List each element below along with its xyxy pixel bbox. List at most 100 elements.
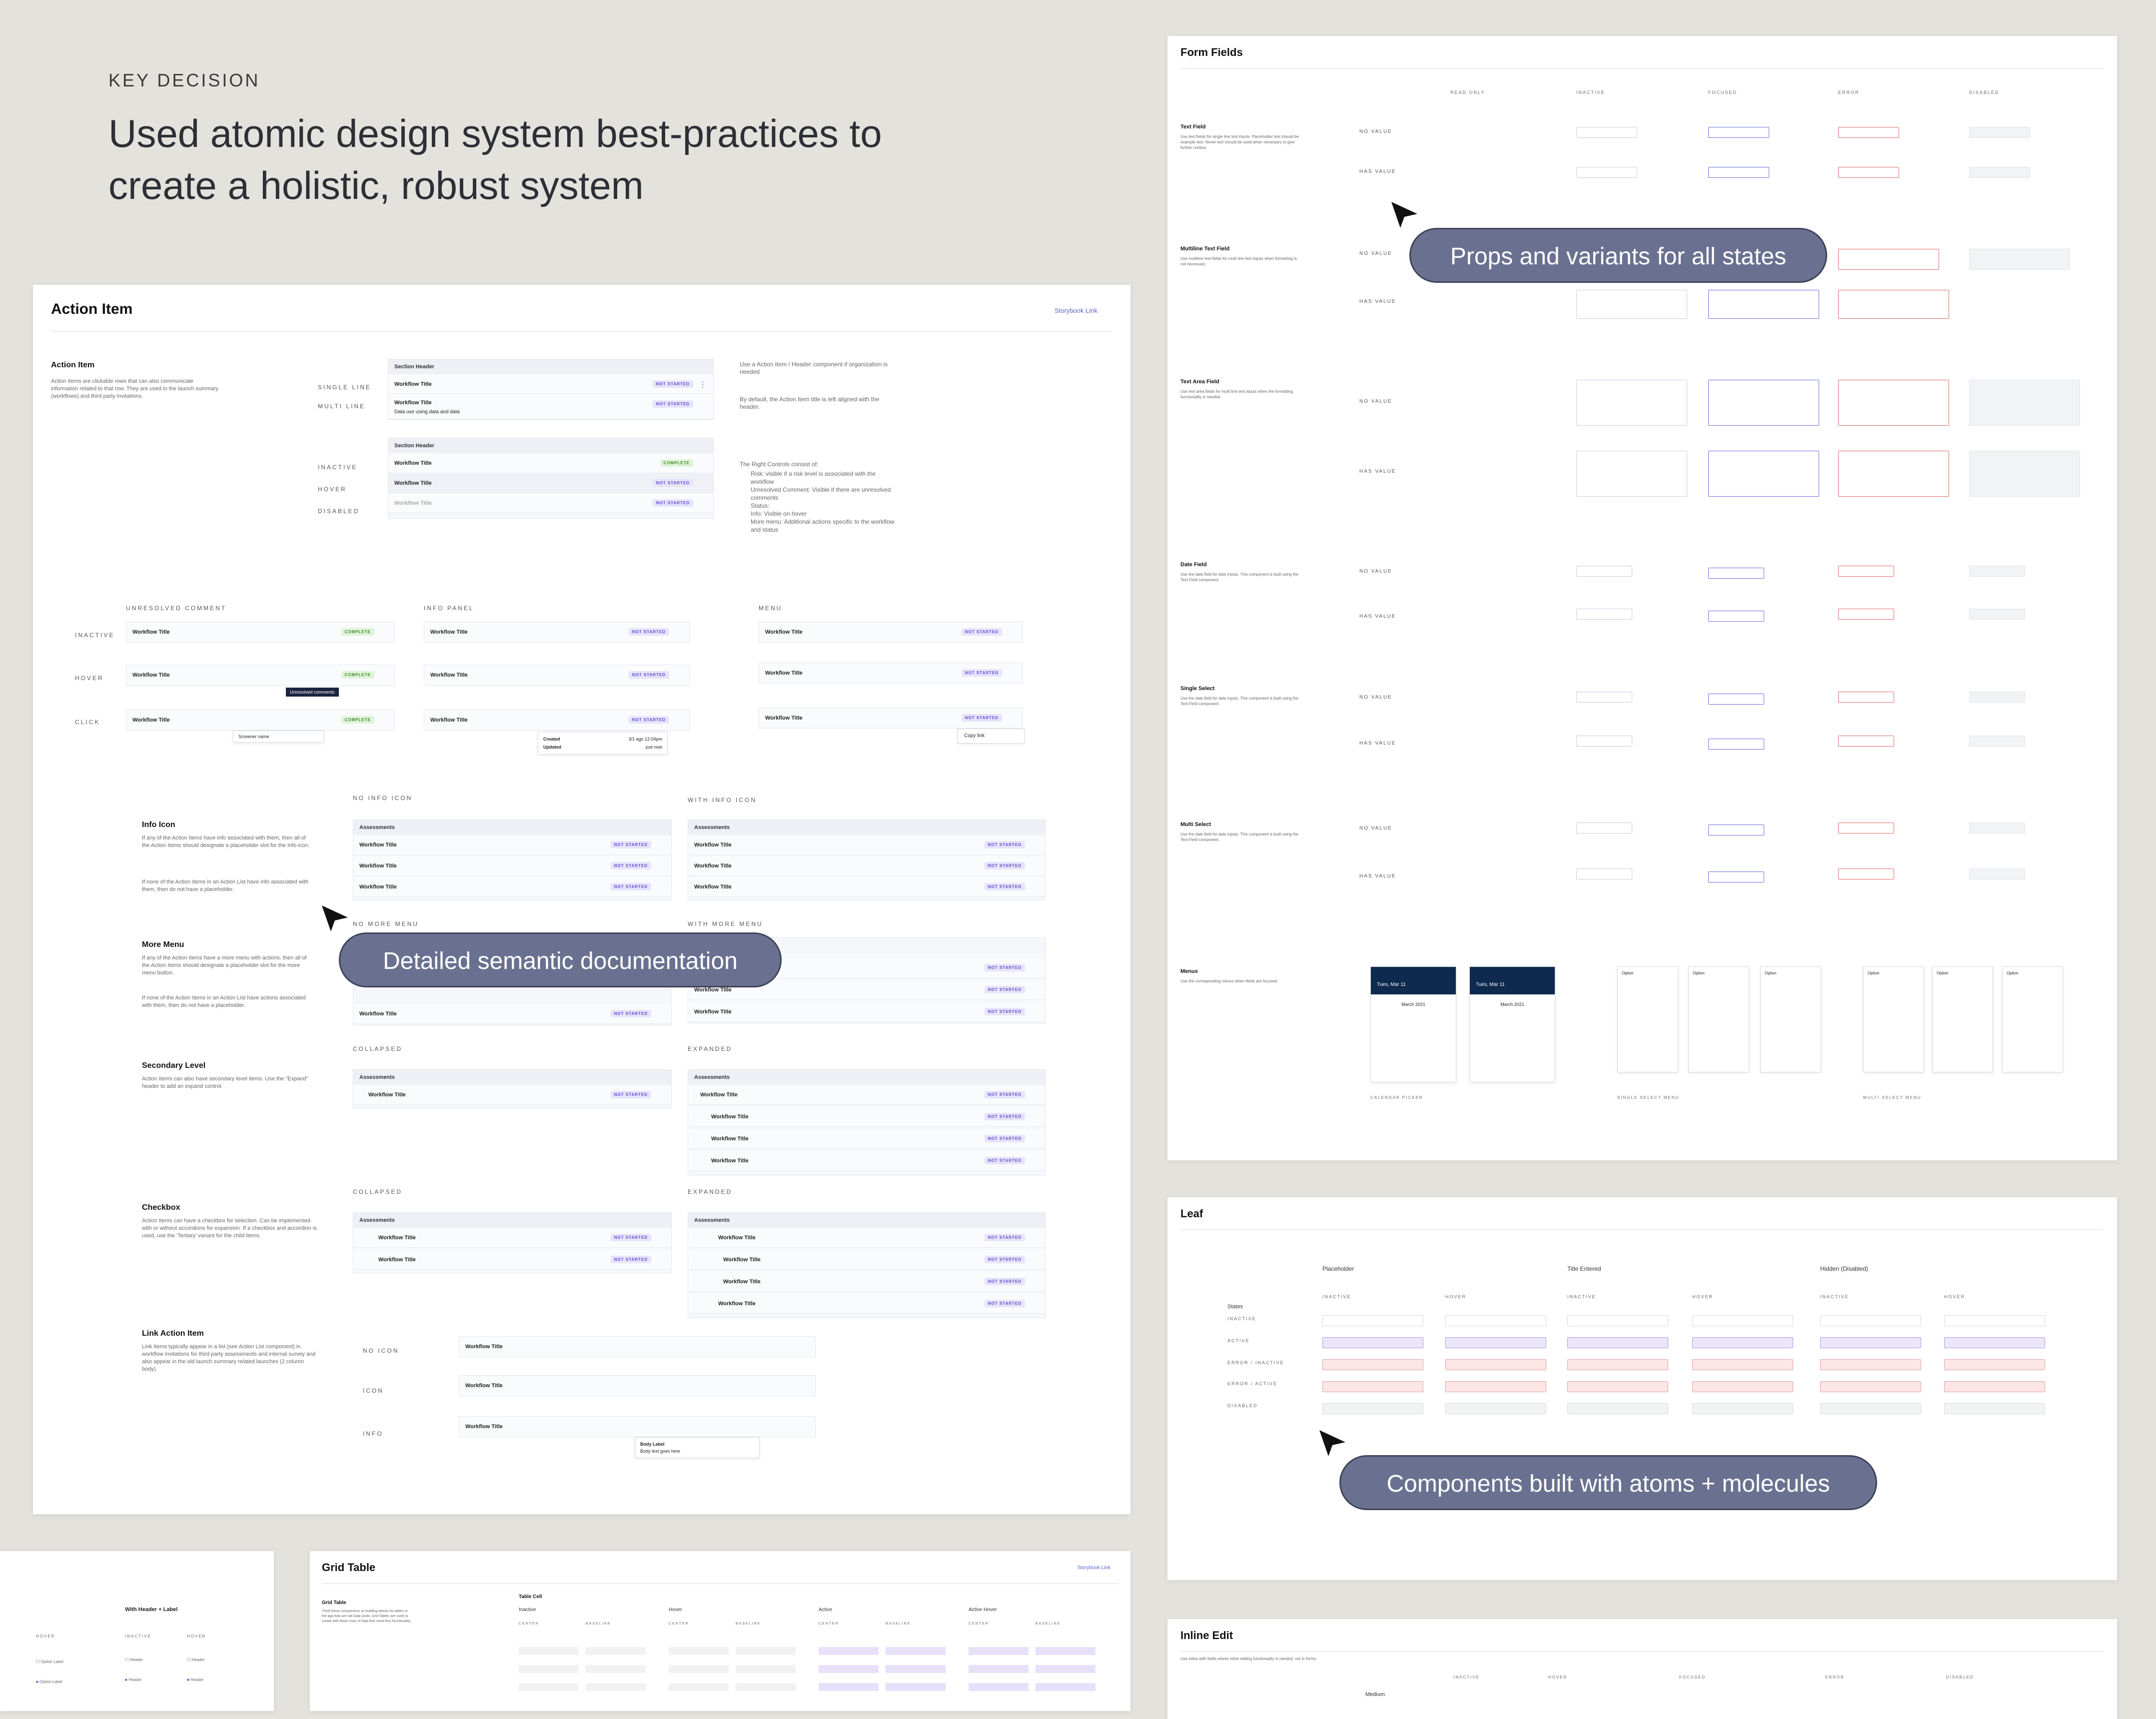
text-area[interactable] xyxy=(1838,451,1949,497)
table-cell[interactable] xyxy=(519,1647,579,1655)
table-cell[interactable] xyxy=(886,1647,946,1655)
leaf-field[interactable] xyxy=(1820,1359,1921,1370)
table-cell[interactable] xyxy=(669,1647,729,1655)
checkbox-option[interactable]: ■ Option Label xyxy=(36,1680,62,1684)
leaf-field[interactable] xyxy=(1692,1315,1793,1326)
action-item-row[interactable]: Workflow Title COMPLETE xyxy=(126,665,395,686)
text-area[interactable] xyxy=(1708,380,1819,426)
multi-select[interactable] xyxy=(1708,825,1764,836)
storybook-link[interactable]: Storybook Link xyxy=(1077,1565,1110,1571)
single-select-menu[interactable]: Option xyxy=(1688,966,1749,1072)
date-input[interactable] xyxy=(1708,568,1764,579)
table-cell[interactable] xyxy=(1036,1647,1095,1655)
multi-select[interactable] xyxy=(1838,868,1894,879)
checkbox-option[interactable]: ☐ Option Label xyxy=(36,1660,63,1664)
leaf-field[interactable] xyxy=(1820,1315,1921,1326)
date-input[interactable] xyxy=(1576,566,1632,577)
leaf-field[interactable] xyxy=(1692,1337,1793,1348)
table-cell[interactable] xyxy=(519,1683,579,1691)
single-select[interactable] xyxy=(1576,692,1632,703)
more-menu-popover[interactable]: Copy link xyxy=(958,729,1025,744)
link-item-row[interactable]: Workflow Title xyxy=(459,1336,816,1357)
multi-select[interactable] xyxy=(1838,823,1894,834)
date-input[interactable] xyxy=(1838,566,1894,577)
single-select[interactable] xyxy=(1838,692,1894,703)
text-input[interactable] xyxy=(1838,167,1899,178)
date-input[interactable] xyxy=(1838,609,1894,620)
leaf-field[interactable] xyxy=(1820,1337,1921,1348)
action-item-row[interactable]: Workflow Title NOT STARTED xyxy=(759,708,1023,729)
multi-select-menu[interactable]: Option xyxy=(1863,966,1924,1072)
table-cell[interactable] xyxy=(736,1665,796,1673)
table-cell[interactable] xyxy=(669,1683,729,1691)
storybook-link[interactable]: Storybook Link xyxy=(1055,307,1097,314)
calendar-picker[interactable]: Tues, Mar 11 March 2021 xyxy=(1370,966,1456,1082)
leaf-field[interactable] xyxy=(1692,1381,1793,1392)
table-cell[interactable] xyxy=(586,1683,646,1691)
table-cell[interactable] xyxy=(969,1683,1029,1691)
leaf-field[interactable] xyxy=(1445,1359,1546,1370)
leaf-field[interactable] xyxy=(1445,1381,1546,1392)
leaf-field[interactable] xyxy=(1944,1381,2045,1392)
action-item-row[interactable]: Workflow Title NOT STARTED xyxy=(388,473,713,493)
action-item-row[interactable]: Workflow Title COMPLETE xyxy=(126,710,395,731)
date-input[interactable] xyxy=(1576,609,1632,620)
table-cell[interactable] xyxy=(1036,1683,1095,1691)
table-cell[interactable] xyxy=(886,1665,946,1673)
date-input[interactable] xyxy=(1708,611,1764,622)
action-item-row[interactable]: Workflow Title NOT STARTED xyxy=(424,710,690,731)
multiline-input[interactable] xyxy=(1838,290,1949,319)
leaf-field[interactable] xyxy=(1567,1381,1668,1392)
multiline-input[interactable] xyxy=(1838,249,1939,270)
text-area[interactable] xyxy=(1576,380,1687,426)
table-cell[interactable] xyxy=(819,1683,879,1691)
action-item-row[interactable]: Workflow Title NOT STARTED xyxy=(759,622,1023,643)
single-select-menu[interactable]: Option xyxy=(1617,966,1678,1072)
text-input[interactable] xyxy=(1708,167,1769,178)
checkbox-option[interactable]: ■ Header xyxy=(125,1678,142,1682)
single-select[interactable] xyxy=(1708,739,1764,750)
text-area[interactable] xyxy=(1838,380,1949,426)
checkbox-option[interactable]: ■ Header xyxy=(187,1678,204,1682)
multiline-input[interactable] xyxy=(1708,290,1819,319)
leaf-field[interactable] xyxy=(1944,1359,2045,1370)
leaf-field[interactable] xyxy=(1322,1337,1423,1348)
leaf-field[interactable] xyxy=(1820,1381,1921,1392)
leaf-field[interactable] xyxy=(1322,1359,1423,1370)
text-input[interactable] xyxy=(1576,127,1637,138)
leaf-field[interactable] xyxy=(1944,1337,2045,1348)
table-cell[interactable] xyxy=(519,1665,579,1673)
single-select[interactable] xyxy=(1838,736,1894,747)
multi-select-menu[interactable]: Option xyxy=(2002,966,2063,1072)
leaf-field[interactable] xyxy=(1322,1315,1423,1326)
leaf-field[interactable] xyxy=(1567,1315,1668,1326)
checkbox-option[interactable]: ☐ Header xyxy=(125,1658,143,1662)
table-cell[interactable] xyxy=(969,1665,1029,1673)
action-item-row[interactable]: Workflow Title NOT STARTED xyxy=(424,665,690,686)
text-input[interactable] xyxy=(1708,127,1769,138)
table-cell[interactable] xyxy=(586,1647,646,1655)
table-cell[interactable] xyxy=(1036,1665,1095,1673)
text-input[interactable] xyxy=(1838,127,1899,138)
multi-select[interactable] xyxy=(1576,868,1632,879)
multi-select[interactable] xyxy=(1576,823,1632,834)
leaf-field[interactable] xyxy=(1567,1337,1668,1348)
table-cell[interactable] xyxy=(819,1665,879,1673)
leaf-field[interactable] xyxy=(1944,1315,2045,1326)
multiline-input[interactable] xyxy=(1576,290,1687,319)
action-item-row[interactable]: Workflow Title COMPLETE xyxy=(126,622,395,643)
multi-select[interactable] xyxy=(1708,871,1764,882)
text-area[interactable] xyxy=(1576,451,1687,497)
single-select[interactable] xyxy=(1708,694,1764,705)
multi-select-menu[interactable]: Option xyxy=(1932,966,1993,1072)
action-item-row[interactable]: Workflow Title NOT STARTED xyxy=(759,663,1023,684)
table-cell[interactable] xyxy=(969,1647,1029,1655)
action-item-row[interactable]: Workflow Title NOT STARTED xyxy=(424,622,690,643)
action-item-row[interactable]: Workflow Title NOT STARTED ⋮ xyxy=(388,374,713,394)
table-cell[interactable] xyxy=(586,1665,646,1673)
leaf-field[interactable] xyxy=(1445,1337,1546,1348)
link-item-row[interactable]: Workflow Title xyxy=(459,1375,816,1396)
link-item-row[interactable]: Workflow Title xyxy=(459,1416,816,1437)
table-cell[interactable] xyxy=(819,1647,879,1655)
leaf-field[interactable] xyxy=(1322,1381,1423,1392)
